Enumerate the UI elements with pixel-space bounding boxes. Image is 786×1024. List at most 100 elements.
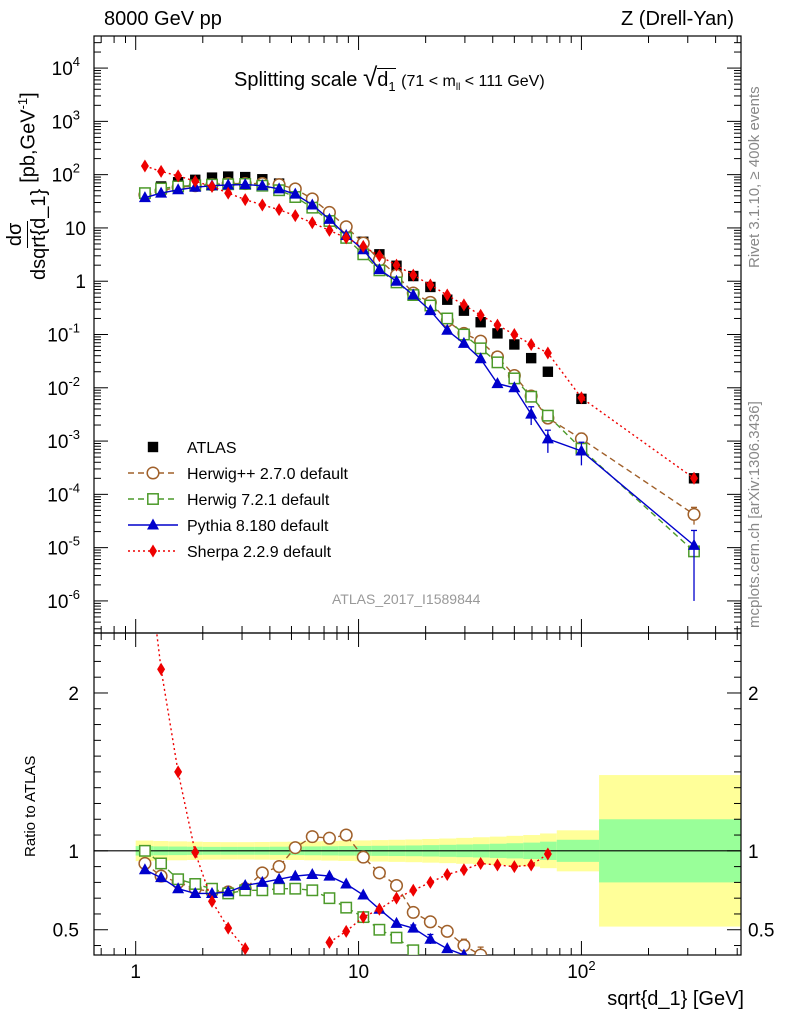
title-cut: (71 < mll < 111 GeV) (401, 73, 544, 93)
marker-diamond (392, 891, 401, 905)
marker-open-square (407, 944, 420, 955)
marker-open-square (138, 844, 151, 857)
marker-triangle (390, 274, 403, 286)
marker-triangle (239, 879, 252, 891)
marker-diamond (141, 529, 149, 542)
series-atlas (139, 171, 700, 484)
y-tick-label: 10-2 (47, 374, 80, 400)
marker-triangle (424, 932, 437, 944)
series-sherpa (141, 529, 552, 955)
marker-diamond (409, 883, 418, 897)
marker-triangle (155, 186, 168, 198)
y-tick-label-exp: 3 (73, 107, 80, 122)
series-pythia (138, 863, 468, 955)
y-tick-label-base: 10 (52, 112, 73, 133)
marker-triangle (189, 886, 202, 898)
marker-diamond (359, 910, 368, 924)
ratio-series (138, 529, 552, 955)
marker-triangle (688, 538, 701, 550)
marker-diamond (191, 845, 200, 859)
marker-open-circle (423, 915, 437, 929)
marker-triangle (306, 868, 319, 879)
y-tick-label-base: 10 (47, 326, 68, 347)
marker-triangle (273, 872, 286, 884)
marker-open-square (491, 356, 504, 369)
marker-open-circle (322, 831, 336, 845)
marker-diamond (208, 179, 217, 193)
marker-open-circle (474, 948, 488, 955)
ratio-y-tick-label-right: 0.5 (748, 921, 774, 942)
y-tick-label-base: 10 (47, 539, 68, 560)
marker-atlas (525, 352, 537, 364)
ylabel-fraction: dσ dsqrt{d_1} (4, 189, 51, 280)
marker-open-square (147, 493, 159, 505)
marker-triangle (390, 916, 403, 928)
marker-diamond (543, 847, 552, 861)
marker-atlas (147, 441, 159, 453)
marker-triangle (172, 183, 185, 195)
marker-triangle (460, 948, 468, 955)
marker-open-circle (687, 507, 701, 521)
marker-atlas (509, 339, 520, 350)
y-tick-label: 10-5 (47, 534, 80, 560)
marker-diamond (241, 193, 250, 207)
marker-diamond (308, 216, 317, 230)
marker-diamond (157, 164, 166, 178)
marker-diamond (224, 921, 233, 935)
marker-atlas (475, 317, 486, 328)
y-tick-label-base: 10 (47, 432, 68, 453)
marker-triangle (306, 198, 319, 210)
marker-open-square (525, 390, 538, 403)
marker-diamond (510, 328, 519, 341)
marker-atlas (492, 328, 503, 339)
marker-triangle (138, 863, 151, 875)
marker-open-circle (288, 841, 302, 855)
x-tick-label-exp: 2 (588, 958, 595, 973)
marker-diamond (392, 258, 401, 272)
marker-open-square (306, 884, 319, 897)
y-tick-label-exp: -2 (68, 374, 80, 389)
marker-open-square (390, 931, 403, 944)
marker-diamond (157, 662, 166, 676)
marker-open-square (474, 342, 487, 355)
marker-open-circle (146, 466, 160, 480)
ylabel-units-end: ] (17, 92, 40, 98)
marker-open-circle (389, 878, 404, 893)
marker-triangle (172, 882, 185, 894)
y-tick-label: 10-4 (47, 480, 80, 506)
x-axis-label: sqrt{d_1} [GeV] (607, 988, 744, 1010)
marker-diamond (342, 924, 351, 938)
marker-diamond (543, 346, 552, 360)
legend-label-herwig7: Herwig 7.2.1 default (187, 492, 330, 509)
legend-label-sherpa: Sherpa 2.2.9 default (187, 544, 332, 561)
y-tick-label-exp: 2 (73, 161, 80, 176)
ratio-y-tick-label: 2 (68, 684, 79, 705)
marker-diamond (426, 278, 435, 292)
marker-triangle (457, 336, 470, 348)
marker-triangle (289, 187, 302, 199)
ratio-y-tick-label-right: 2 (748, 684, 759, 705)
marker-open-square (373, 923, 386, 936)
marker-diamond (375, 249, 384, 263)
watermark: ATLAS_2017_I1589844 (332, 591, 481, 607)
marker-open-circle (272, 860, 286, 874)
marker-open-circle (440, 924, 454, 938)
marker-triangle (575, 444, 588, 456)
x-tick-label: 102 (567, 958, 595, 983)
series-line-herwigpp (144, 182, 695, 515)
y-tick-label-base: 10 (47, 592, 68, 613)
title-sqrt-var: d1 (377, 68, 396, 94)
y-tick-label: 104 (52, 54, 80, 80)
ratio-y-tick-label: 1 (68, 842, 79, 863)
marker-open-square (155, 857, 168, 870)
marker-diamond (409, 268, 418, 282)
marker-triangle (508, 381, 521, 393)
x-tick-label: 1 (130, 962, 141, 983)
x-tick-label-base: 10 (567, 962, 588, 983)
marker-open-square (340, 901, 353, 914)
marker-diamond (325, 223, 334, 237)
sqrt-symbol: √ (362, 62, 378, 92)
ratio-y-tick-label: 0.5 (53, 921, 79, 942)
marker-atlas (222, 171, 234, 182)
